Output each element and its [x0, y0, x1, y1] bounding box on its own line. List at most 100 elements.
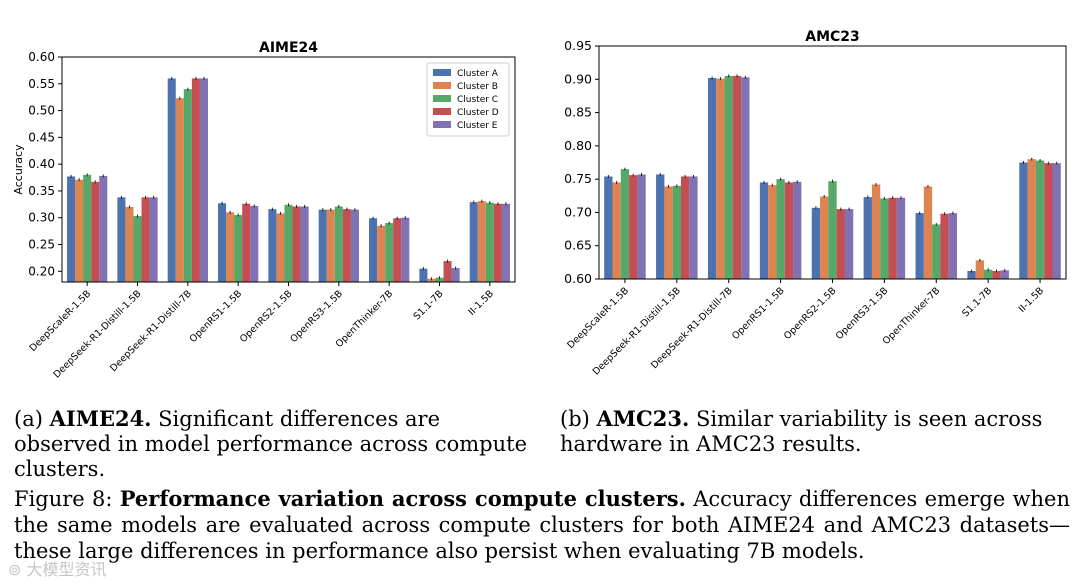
- chart0-bar-cluster-e-openrs1-1-5b: [250, 205, 259, 282]
- chart0-bar-cluster-d-deepscaler-1-5b: [91, 181, 100, 282]
- chart1-bar-cluster-c-openrs1-1-5b: [776, 179, 785, 279]
- chart1-bar-cluster-b-deepseek-r1-distill-1-5b: [664, 186, 673, 279]
- chart0-xtick-label: DeepSeek-R1-Distill-1.5B: [51, 288, 143, 380]
- chart0-xtick-label: OpenRS3-1.5B: [288, 288, 345, 345]
- chart0-bar-cluster-b-openrs2-1-5b: [276, 213, 285, 282]
- chart1-bar-cluster-b-openrs2-1-5b: [820, 196, 829, 279]
- chart0-legend-swatch-cluster-b: [433, 82, 451, 89]
- chart0-bar-cluster-d-openrs1-1-5b: [242, 203, 251, 282]
- chart0-legend-swatch-cluster-a: [433, 69, 451, 76]
- chart0-bar-cluster-a-openthinker-7b: [369, 218, 378, 282]
- aime24-chart: AIME24 0.20 0.25 0.30 0.35 0.40 0.45 0.50 0.55 0.…: [12, 40, 516, 381]
- chart1-bar-cluster-d-openrs3-1-5b: [888, 197, 897, 279]
- caption-a-prefix: (a): [14, 407, 50, 431]
- chart0-xtick-label: DeepSeek-R1-Distill-7B: [108, 288, 194, 374]
- chart0-bar-cluster-a-ii-1-5b: [469, 202, 478, 282]
- chart1-ytick-label: 0.95: [564, 38, 592, 53]
- chart0-bar-cluster-c-deepseek-r1-distill-1-5b: [133, 216, 142, 282]
- amc23-chart: AMC23 0.60 0.65 0.70 0.75 0.80 0.85 0.90 0.95 Dee…: [564, 29, 1067, 378]
- chart0-bar-cluster-a-openrs2-1-5b: [268, 209, 277, 282]
- chart1-xtick-label: OpenRS3-1.5B: [834, 285, 891, 342]
- chart1-ytick-label: 0.85: [564, 105, 592, 120]
- chart1-bar-cluster-c-s1-1-7b: [984, 269, 993, 279]
- chart1-bar-cluster-a-openrs3-1-5b: [863, 197, 872, 279]
- chart1-bar-cluster-e-deepseek-r1-distill-7b: [741, 77, 750, 279]
- chart0-bar-cluster-c-deepscaler-1-5b: [83, 174, 92, 282]
- chart0-xtick-label: OpenRS1-1.5B: [188, 288, 245, 345]
- chart0-bar-cluster-c-openrs1-1-5b: [234, 215, 243, 282]
- watermark-logo: ⊚ 大模型资讯: [8, 560, 107, 579]
- chart0-legend-label-cluster-b: Cluster B: [457, 82, 498, 92]
- chart0-bar-cluster-e-deepscaler-1-5b: [99, 175, 108, 282]
- chart1-bar-cluster-c-deepscaler-1-5b: [620, 169, 630, 279]
- chart1-ytick-label: 0.75: [564, 171, 592, 186]
- chart1-xtick-label: DeepSeek-R1-Distill-1.5B: [591, 285, 683, 377]
- chart1-bar-cluster-a-openrs1-1-5b: [759, 182, 769, 279]
- chart1-bar-cluster-a-openthinker-7b: [915, 213, 924, 279]
- chart1-xtick-label: S1.1-7B: [960, 285, 994, 319]
- chart0-ytick-label: 0.45: [28, 130, 55, 144]
- chart1-bar-cluster-e-openrs3-1-5b: [896, 197, 906, 279]
- chart0-ytick-label: 0.35: [28, 184, 55, 198]
- chart1-bar-cluster-b-openrs3-1-5b: [871, 184, 881, 279]
- chart1-bar-cluster-d-openrs1-1-5b: [784, 182, 794, 279]
- chart1-bar-cluster-c-openthinker-7b: [932, 224, 941, 279]
- chart1-xtick-label: OpenRS2-1.5B: [782, 285, 839, 342]
- caption-a-text: Significant differences are observed in …: [14, 407, 528, 481]
- chart1-ytick-label: 0.65: [564, 238, 592, 253]
- chart1-xtick-label: OpenRS1-1.5B: [730, 285, 787, 342]
- chart1-bar-cluster-d-deepscaler-1-5b: [629, 175, 638, 279]
- caption-a-bold: AIME24.: [49, 406, 152, 431]
- chart0-bar-cluster-d-s1-1-7b: [443, 261, 452, 282]
- chart1-ytick-label: 0.80: [564, 138, 592, 153]
- caption-b-text: Similar variability is seen across hardw…: [560, 407, 1043, 456]
- figure-caption-text: Accuracy differences emerge when the sam…: [14, 487, 1070, 563]
- chart1-bar-cluster-a-deepseek-r1-distill-1-5b: [656, 174, 665, 279]
- chart0-bar-cluster-e-ii-1-5b: [501, 203, 510, 282]
- chart0-bar-cluster-e-deepseek-r1-distill-1-5b: [149, 197, 158, 282]
- chart1-ytick-label: 0.70: [564, 204, 592, 219]
- chart0-legend-label-cluster-c: Cluster C: [457, 95, 498, 105]
- chart1-bar-cluster-d-deepseek-r1-distill-1-5b: [680, 176, 690, 279]
- chart0-ytick-label: 0.20: [28, 264, 55, 278]
- chart1-bar-cluster-e-s1-1-7b: [1000, 270, 1009, 279]
- chart0-legend-swatch-cluster-c: [433, 95, 451, 102]
- watermark-text: 大模型资讯: [26, 560, 107, 579]
- caption-b-bold: AMC23.: [596, 406, 690, 431]
- chart0-bar-cluster-a-s1-1-7b: [419, 268, 428, 282]
- chart0-bar-cluster-a-deepseek-r1-distill-7b: [167, 78, 176, 282]
- chart1-bar-cluster-d-deepseek-r1-distill-7b: [732, 75, 742, 279]
- chart0-bar-cluster-b-openrs1-1-5b: [226, 212, 235, 282]
- chart0-bar-cluster-e-deepseek-r1-distill-7b: [199, 78, 208, 282]
- chart0-bar-cluster-c-s1-1-7b: [435, 277, 444, 282]
- chart1-bar-cluster-d-s1-1-7b: [992, 271, 1001, 279]
- chart0-bar-cluster-e-openrs2-1-5b: [300, 206, 309, 282]
- chart0-bar-cluster-d-openrs2-1-5b: [292, 206, 301, 282]
- chart1-ytick-label: 0.60: [564, 271, 592, 286]
- chart0-bar-cluster-e-openthinker-7b: [401, 217, 410, 282]
- chart1-bar-cluster-b-deepseek-r1-distill-7b: [716, 78, 725, 279]
- chart0-bar-cluster-b-ii-1-5b: [477, 201, 486, 282]
- chart0-title: AIME24: [259, 40, 318, 56]
- chart0-xtick-label: OpenRS2-1.5B: [238, 288, 295, 345]
- chart1-bar-cluster-d-ii-1-5b: [1044, 163, 1053, 279]
- chart0-legend-swatch-cluster-d: [433, 108, 451, 115]
- chart0-ytick-label: 0.50: [28, 104, 55, 118]
- chart0-bar-cluster-d-openrs3-1-5b: [342, 209, 351, 282]
- chart0-xtick-label: S1.1-7B: [412, 288, 446, 322]
- chart1-bar-cluster-e-openthinker-7b: [948, 213, 958, 279]
- chart1-bar-cluster-e-deepseek-r1-distill-1-5b: [689, 176, 698, 279]
- caption-b-prefix: (b): [560, 407, 597, 431]
- chart0-bar-cluster-c-openrs2-1-5b: [284, 204, 293, 282]
- chart1-bar-cluster-a-ii-1-5b: [1019, 162, 1028, 279]
- chart1-title: AMC23: [805, 29, 860, 45]
- chart0-bar-cluster-b-deepseek-r1-distill-7b: [175, 98, 184, 282]
- chart1-bar-cluster-c-deepseek-r1-distill-7b: [724, 75, 733, 279]
- chart0-ylabel: Accuracy: [12, 144, 25, 195]
- figure-caption: Figure 8: Performance variation across c…: [14, 486, 1070, 564]
- chart1-bar-cluster-a-deepscaler-1-5b: [604, 176, 613, 279]
- chart1-ytick-label: 0.90: [564, 71, 592, 86]
- chart1-bar-cluster-e-openrs2-1-5b: [844, 209, 854, 279]
- chart0-bar-cluster-b-openthinker-7b: [377, 225, 386, 282]
- chart0-bar-cluster-c-openrs3-1-5b: [334, 206, 343, 282]
